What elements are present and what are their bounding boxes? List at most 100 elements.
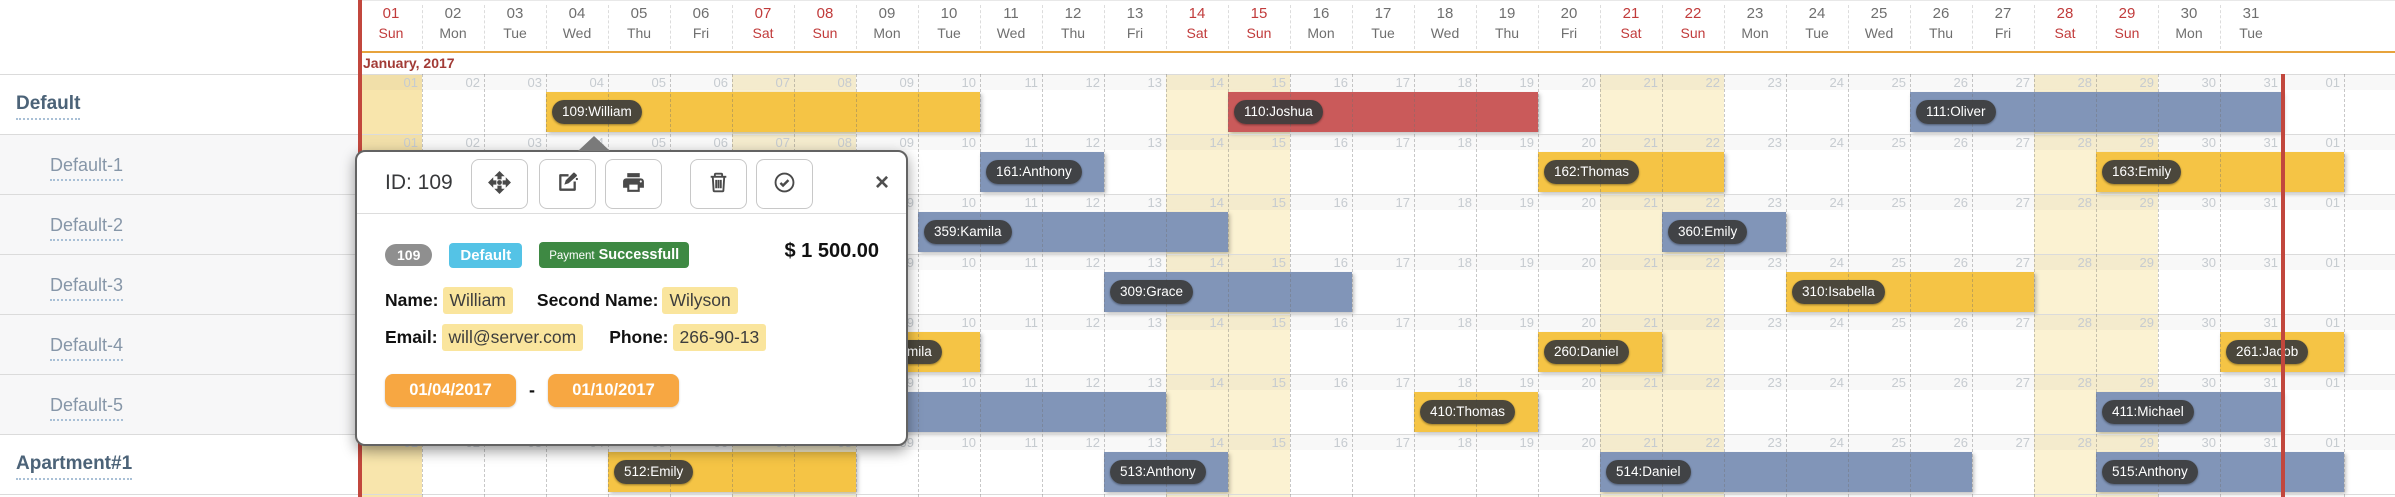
booking-label: 110:Joshua (1234, 100, 1323, 124)
day-number: 20 (1560, 5, 1578, 22)
header-gridline (2158, 5, 2159, 49)
cell-date-number: 16 (1333, 375, 1348, 390)
cell-date-number: 23 (1767, 75, 1782, 90)
header-gridline (1042, 5, 1043, 49)
day-number: 29 (2118, 5, 2136, 22)
check-out-date-button[interactable]: 01/10/2017 (548, 374, 679, 407)
header-gridline (1414, 5, 1415, 49)
day-header-cell: 30 Mon (2158, 1, 2220, 52)
cell-date-number: 14 (1209, 255, 1224, 270)
cell-date-number: 07 (775, 75, 790, 90)
booking-label: 514:Daniel (1606, 460, 1691, 484)
cell-date-number: 16 (1333, 195, 1348, 210)
cell-date-number: 03 (527, 135, 542, 150)
day-number: 25 (1870, 5, 1888, 22)
cell-date-number: 30 (2201, 315, 2216, 330)
cell-date-number: 15 (1271, 435, 1286, 450)
cell-date-number: 01 (403, 135, 418, 150)
resource-row-background (0, 254, 359, 314)
cell-date-number: 22 (1705, 195, 1720, 210)
move-booking-button[interactable] (471, 159, 528, 209)
cell-date-number: 22 (1705, 315, 1720, 330)
resource-label-default[interactable]: Default (16, 93, 81, 120)
day-header-cell: 03 Tue (484, 1, 546, 52)
booking-label: 513:Anthony (1110, 460, 1206, 484)
cell-date-number: 17 (1395, 315, 1410, 330)
payment-label: Payment (549, 250, 595, 262)
day-name: Thu (1060, 25, 1086, 41)
resource-label-apartment-1[interactable]: Apartment#1 (16, 453, 133, 480)
approve-booking-button[interactable] (756, 159, 813, 209)
cell-date-number: 28 (2077, 195, 2092, 210)
payment-status-badge: Payment Successfull (539, 242, 690, 268)
check-in-date-button[interactable]: 01/04/2017 (385, 374, 516, 407)
day-header-cell: 02 Mon (422, 1, 484, 52)
day-header-cell: 22 Sun (1662, 1, 1724, 52)
print-booking-button[interactable] (605, 159, 662, 209)
resource-label-default-3[interactable]: Default-3 (50, 275, 124, 301)
day-number: 10 (940, 5, 958, 22)
day-header-cell: 26 Thu (1910, 1, 1972, 52)
day-name: Sun (812, 25, 838, 41)
header-gridline (1600, 5, 1601, 49)
cell-date-number: 11 (1024, 195, 1039, 210)
booking-label: 359:Kamila (924, 220, 1012, 244)
resource-label-default-1[interactable]: Default-1 (50, 155, 124, 181)
booking-label: 161:Anthony (986, 160, 1082, 184)
print-icon (621, 170, 646, 198)
resource-label-default-2[interactable]: Default-2 (50, 215, 124, 241)
cell-date-number: 09 (899, 75, 914, 90)
edit-booking-button[interactable] (539, 159, 596, 209)
cell-date-number: 25 (1891, 75, 1906, 90)
cell-date-number: 24 (1829, 435, 1844, 450)
cell-date-number: 30 (2201, 135, 2216, 150)
cell-date-number: 01 (2325, 195, 2340, 210)
booking-id-badge: 109 (385, 244, 433, 266)
delete-booking-button[interactable] (690, 159, 747, 209)
phone-value: 266-90-13 (672, 324, 767, 351)
day-number: 12 (1064, 5, 1082, 22)
cell-date-number: 17 (1395, 195, 1410, 210)
header-gridline (2220, 5, 2221, 49)
day-name: Tue (937, 25, 961, 41)
cell-date-number: 16 (1333, 315, 1348, 330)
day-header-cell: 25 Wed (1848, 1, 1910, 52)
resource-label-text: Default (16, 93, 81, 120)
cell-date-number: 19 (1519, 195, 1534, 210)
day-name: Tue (503, 25, 527, 41)
cell-date-number: 12 (1085, 375, 1100, 390)
cell-date-number: 24 (1829, 315, 1844, 330)
day-number: 26 (1932, 5, 1950, 22)
cell-date-number: 12 (1085, 195, 1100, 210)
cell-date-number: 19 (1519, 375, 1534, 390)
cell-date-number: 18 (1457, 135, 1472, 150)
column-gridline (1352, 74, 1353, 497)
resource-label-text: Apartment#1 (16, 453, 133, 480)
cell-date-number: 18 (1457, 375, 1472, 390)
resource-label-default-5[interactable]: Default-5 (50, 395, 124, 421)
booking-label: 515:Anthony (2102, 460, 2198, 484)
cell-date-number: 21 (1643, 135, 1658, 150)
cell-date-number: 31 (2263, 75, 2278, 90)
close-icon[interactable]: × (865, 166, 899, 200)
column-gridline (1786, 74, 1787, 497)
email-label: Email: (385, 327, 438, 347)
cell-date-number: 04 (589, 75, 604, 90)
cell-date-number: 20 (1581, 75, 1596, 90)
cell-date-number: 22 (1705, 75, 1720, 90)
month-label: January, 2017 (363, 55, 455, 71)
day-number: 07 (754, 5, 772, 22)
cell-date-number: 13 (1147, 75, 1162, 90)
cell-date-number: 13 (1147, 255, 1162, 270)
day-header-cell: 18 Wed (1414, 1, 1476, 52)
booking-label: 410:Thomas (1420, 400, 1516, 424)
booking-label: 261:Jacob (2226, 340, 2309, 364)
day-name: Tue (1371, 25, 1395, 41)
cell-date-number: 08 (837, 75, 852, 90)
day-name: Sat (2054, 25, 2076, 41)
cell-date-number: 25 (1891, 375, 1906, 390)
cell-date-number: 24 (1829, 135, 1844, 150)
resource-label-default-4[interactable]: Default-4 (50, 335, 124, 361)
cell-date-number: 28 (2077, 255, 2092, 270)
